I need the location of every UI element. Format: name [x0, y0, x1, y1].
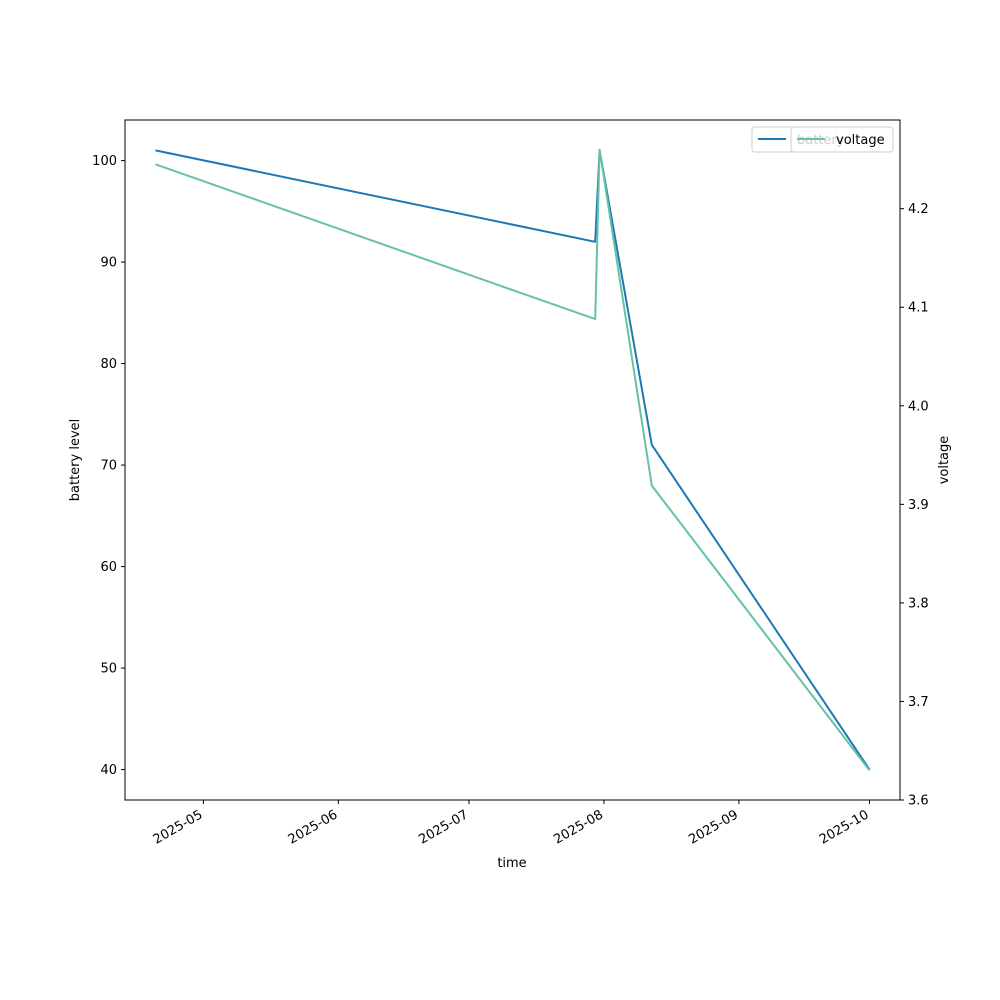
- y2-axis-label: voltage: [937, 436, 952, 485]
- legend-voltage: voltage: [790, 126, 894, 153]
- y-tick-label: 60: [100, 560, 117, 575]
- y-axis-left: 40 50 60 70 80 90 100: [92, 154, 125, 778]
- legend-voltage-box: [790, 126, 894, 153]
- y-tick-label: 40: [100, 763, 117, 778]
- x-axis-label: time: [497, 856, 526, 871]
- series-line-voltage: [155, 148, 871, 772]
- y2-tick-label: 4.1: [908, 301, 929, 316]
- y-tick-label: 90: [100, 256, 117, 271]
- series-layer: [155, 148, 871, 772]
- legend-voltage-label: voltage: [836, 133, 885, 148]
- y-tick-label: 50: [100, 662, 117, 677]
- y2-tick-label: 4.0: [908, 399, 929, 414]
- y2-tick-label: 4.2: [908, 202, 929, 217]
- y-tick-label: 100: [92, 154, 117, 169]
- axes-background: [125, 120, 900, 800]
- y-axis-label: battery level: [68, 419, 83, 502]
- y2-tick-label: 3.6: [908, 794, 929, 809]
- y-tick-label: 80: [100, 357, 117, 372]
- y2-tick-label: 3.8: [908, 596, 929, 611]
- y2-tick-label: 3.9: [908, 498, 929, 513]
- plot-area: [124, 119, 901, 801]
- y-axis-right: 3.6 3.7 3.8 3.9 4.0 4.1 4.2: [900, 202, 929, 809]
- axes-frame: [124, 119, 901, 801]
- y-tick-label: 70: [100, 459, 117, 474]
- y2-tick-label: 3.7: [908, 695, 929, 710]
